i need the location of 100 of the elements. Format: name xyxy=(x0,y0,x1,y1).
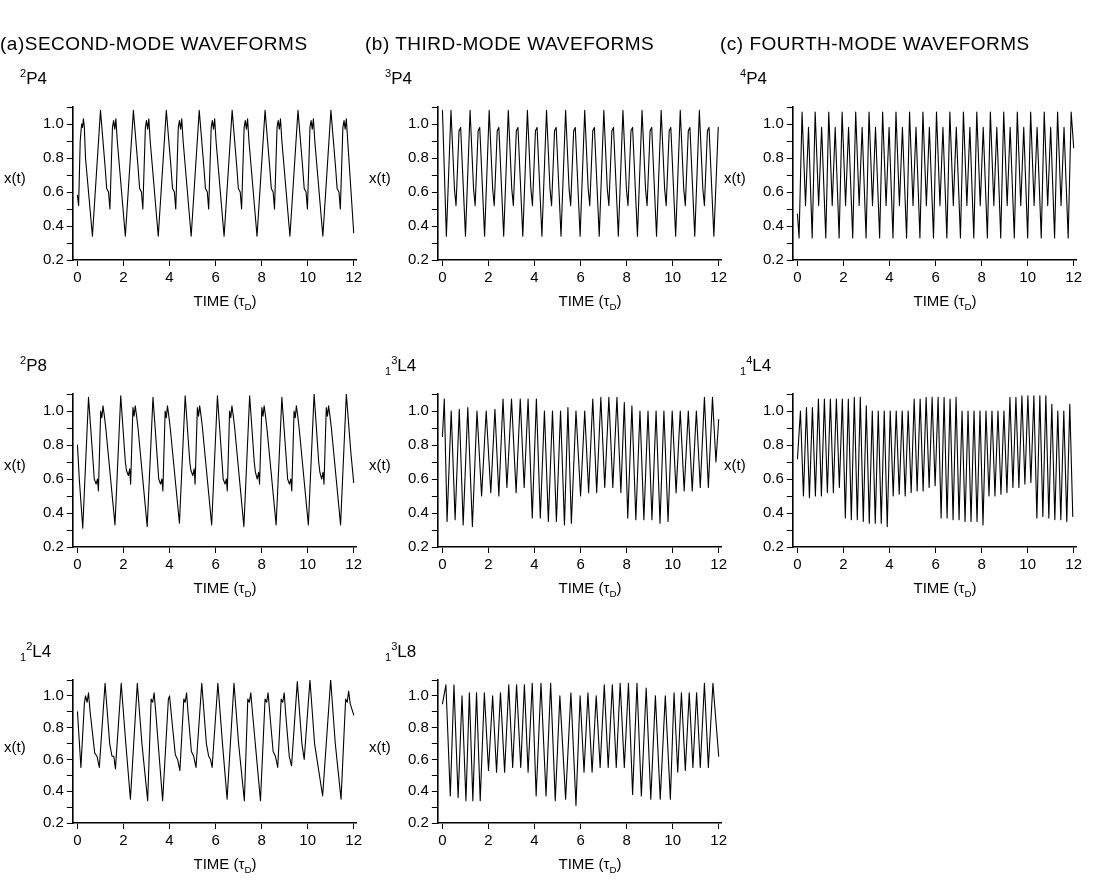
y-tick-label: 0.4 xyxy=(407,216,429,234)
x-axis-title: TIME (τ$_{D}$) xyxy=(912,579,978,599)
x-tick-label: 6 xyxy=(576,555,585,573)
x-axis-title: TIME (τ$_{D}$) xyxy=(912,292,978,312)
y-tick-label: 1.0 xyxy=(407,686,429,704)
y-tick-label: 0.6 xyxy=(407,182,429,200)
x-tick-label: 6 xyxy=(576,268,585,286)
x-tick-label: 4 xyxy=(530,268,539,286)
x-tick-label: 0 xyxy=(73,831,82,849)
y-tick-label: 0.8 xyxy=(407,435,429,453)
x-tick-label: 2 xyxy=(839,268,848,286)
y-tick-label: 0.6 xyxy=(42,182,64,200)
x-tick-label: 2 xyxy=(484,555,493,573)
x-tick-label: 6 xyxy=(931,268,940,286)
chart-title: (a)SECOND-MODE WAVEFORMS xyxy=(0,33,308,55)
x-tick-label: 0 xyxy=(793,268,802,286)
y-axis-title: x(t) xyxy=(724,456,746,474)
x-tick-label: 0 xyxy=(438,268,447,286)
y-axis-title: x(t) xyxy=(4,169,26,187)
x-tick-label: 8 xyxy=(257,555,266,573)
y-axis-title: x(t) xyxy=(369,456,391,474)
x-tick-label: 6 xyxy=(211,831,220,849)
y-tick-label: 0.8 xyxy=(42,435,64,453)
y-tick-label: 0.2 xyxy=(407,250,429,268)
y-tick-label: 0.2 xyxy=(407,813,429,831)
y-tick-label: 0.6 xyxy=(407,469,429,487)
x-tick-label: 8 xyxy=(977,555,986,573)
x-tick-label: 4 xyxy=(885,555,894,573)
x-tick-label: 10 xyxy=(299,831,316,849)
x-tick-label: 0 xyxy=(73,555,82,573)
chart-subtitle: $^{4}$P4 xyxy=(740,67,767,89)
y-axis-title: x(t) xyxy=(369,169,391,187)
x-tick-label: 0 xyxy=(73,268,82,286)
y-axis-title: x(t) xyxy=(4,738,26,756)
x-tick-label: 8 xyxy=(622,555,631,573)
y-tick-label: 0.2 xyxy=(762,537,784,555)
chart-title: (b) THIRD-MODE WAVEFORMS xyxy=(365,33,655,55)
x-tick-label: 12 xyxy=(710,268,728,286)
x-tick-label: 10 xyxy=(1019,555,1036,573)
x-tick-label: 2 xyxy=(119,555,128,573)
x-tick-label: 10 xyxy=(664,268,681,286)
y-tick-label: 0.8 xyxy=(762,148,784,166)
x-tick-label: 4 xyxy=(885,268,894,286)
y-tick-label: 0.4 xyxy=(42,781,64,799)
y-tick-label: 0.6 xyxy=(42,749,64,767)
y-tick-label: 0.4 xyxy=(42,216,64,234)
y-tick-label: 0.6 xyxy=(762,182,784,200)
y-tick-label: 0.2 xyxy=(407,537,429,555)
x-tick-label: 8 xyxy=(622,268,631,286)
x-tick-label: 8 xyxy=(257,831,266,849)
y-tick-label: 0.6 xyxy=(762,469,784,487)
x-tick-label: 0 xyxy=(438,831,447,849)
y-axis-title: x(t) xyxy=(724,169,746,187)
y-tick-label: 0.2 xyxy=(42,250,64,268)
x-tick-label: 12 xyxy=(345,268,363,286)
x-tick-label: 12 xyxy=(345,831,363,849)
x-axis-title: TIME (τ$_{D}$) xyxy=(192,579,258,599)
x-tick-label: 4 xyxy=(530,831,539,849)
x-tick-label: 10 xyxy=(299,268,316,286)
y-tick-label: 1.0 xyxy=(42,114,64,132)
y-tick-label: 0.8 xyxy=(407,148,429,166)
y-tick-label: 1.0 xyxy=(762,114,784,132)
x-tick-label: 10 xyxy=(664,831,681,849)
x-tick-label: 12 xyxy=(710,555,728,573)
y-tick-label: 0.8 xyxy=(42,717,64,735)
x-tick-label: 10 xyxy=(1019,268,1036,286)
y-tick-label: 0.8 xyxy=(42,148,64,166)
y-tick-label: 0.4 xyxy=(42,503,64,521)
x-tick-label: 4 xyxy=(530,555,539,573)
x-tick-label: 4 xyxy=(165,831,174,849)
x-tick-label: 2 xyxy=(839,555,848,573)
y-axis-title: x(t) xyxy=(4,456,26,474)
y-tick-label: 0.2 xyxy=(42,813,64,831)
x-tick-label: 8 xyxy=(977,268,986,286)
y-tick-label: 0.4 xyxy=(762,503,784,521)
x-tick-label: 12 xyxy=(345,555,363,573)
x-tick-label: 4 xyxy=(165,555,174,573)
x-tick-label: 6 xyxy=(211,268,220,286)
x-tick-label: 2 xyxy=(119,268,128,286)
y-tick-label: 0.8 xyxy=(762,435,784,453)
x-tick-label: 6 xyxy=(211,555,220,573)
y-tick-label: 0.6 xyxy=(42,469,64,487)
x-tick-label: 6 xyxy=(931,555,940,573)
y-tick-label: 1.0 xyxy=(762,401,784,419)
y-tick-label: 0.8 xyxy=(407,717,429,735)
y-tick-label: 0.4 xyxy=(762,216,784,234)
x-tick-label: 0 xyxy=(793,555,802,573)
y-tick-label: 0.4 xyxy=(407,781,429,799)
x-tick-label: 8 xyxy=(622,831,631,849)
y-tick-label: 1.0 xyxy=(42,401,64,419)
y-tick-label: 1.0 xyxy=(407,114,429,132)
x-tick-label: 10 xyxy=(664,555,681,573)
y-tick-label: 0.4 xyxy=(407,503,429,521)
x-tick-label: 2 xyxy=(484,268,493,286)
x-tick-label: 12 xyxy=(1065,268,1083,286)
x-tick-label: 4 xyxy=(165,268,174,286)
y-tick-label: 0.2 xyxy=(762,250,784,268)
y-tick-label: 1.0 xyxy=(407,401,429,419)
x-axis-title: TIME (τ$_{D}$) xyxy=(192,292,258,312)
x-tick-label: 12 xyxy=(710,831,728,849)
